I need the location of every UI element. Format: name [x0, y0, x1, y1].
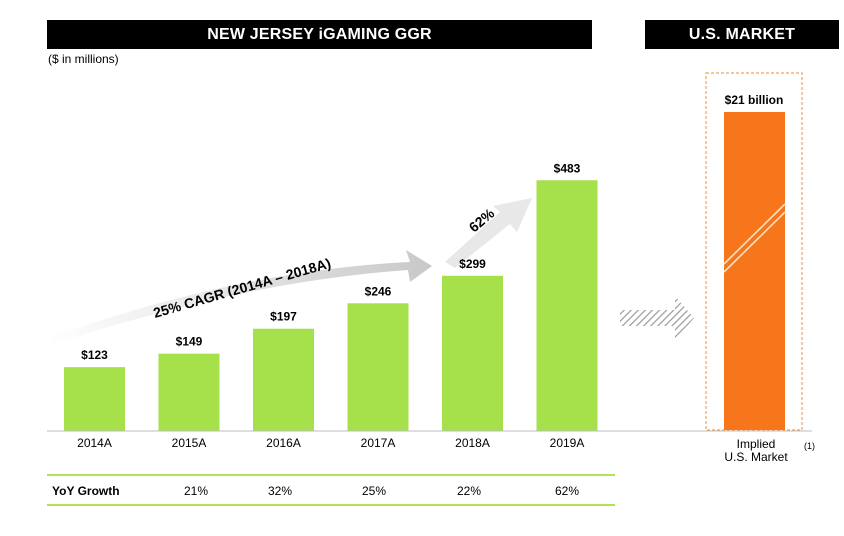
yoy-value: 32%: [267, 484, 293, 498]
cagr-label: 25% CAGR (2014A – 2018A): [151, 255, 332, 321]
yoy-value: 62%: [554, 484, 580, 498]
x-tick-2018A: 2018A: [455, 436, 490, 450]
implied-us-market-label: Implied U.S. Market (1): [716, 437, 815, 464]
x-tick-labels-group: 2014A 2015A 2016A 2017A 2018A 2019A: [77, 436, 584, 450]
x-tick-2015A: 2015A: [172, 436, 207, 450]
axis-break-line: [723, 203, 786, 265]
x-tick-2016A: 2016A: [266, 436, 301, 450]
x-tick-2019A: 2019A: [550, 436, 585, 450]
us-market-header: U.S. MARKET: [645, 20, 839, 49]
data-label-2015A: $149: [176, 335, 203, 349]
implied-line2: U.S. Market: [724, 450, 788, 464]
bar-2019A: [536, 180, 598, 431]
axis-break-line: [723, 211, 786, 273]
implied-line1: Implied: [736, 437, 776, 451]
units-note: ($ in millions): [48, 52, 119, 66]
data-label-2019A: $483: [554, 161, 581, 175]
yoy-growth-label: YoY Growth: [52, 484, 120, 498]
table-top-rule: [47, 474, 615, 476]
data-label-2014A: $123: [81, 348, 108, 362]
us-market-value-label: $21 billion: [725, 93, 784, 107]
data-label-2017A: $246: [365, 284, 392, 298]
hatched-arrow: [620, 296, 694, 340]
bar-2016A: [253, 328, 314, 431]
bar-2018A: [442, 275, 503, 431]
growth-2019-arrow: [445, 198, 532, 268]
nj-header: NEW JERSEY iGAMING GGR: [47, 20, 592, 49]
data-label-2016A: $197: [270, 310, 297, 324]
yoy-value: 22%: [456, 484, 482, 498]
bar-2014A: [64, 367, 125, 431]
yoy-value: 21%: [183, 484, 209, 498]
bar-2017A: [347, 303, 409, 431]
cagr-arrow: [48, 250, 432, 346]
bar-2015A: [158, 353, 220, 431]
us-market-bar: [724, 112, 785, 430]
table-bottom-rule: [47, 504, 615, 506]
data-label-2018A: $299: [459, 257, 486, 271]
x-tick-2017A: 2017A: [361, 436, 396, 450]
x-tick-2014A: 2014A: [77, 436, 112, 450]
data-labels-group: $123 $149 $197 $246 $299 $483: [81, 161, 581, 362]
bars-group: [64, 180, 598, 431]
yoy-value: 25%: [361, 484, 387, 498]
footnote-marker: (1): [804, 441, 815, 451]
